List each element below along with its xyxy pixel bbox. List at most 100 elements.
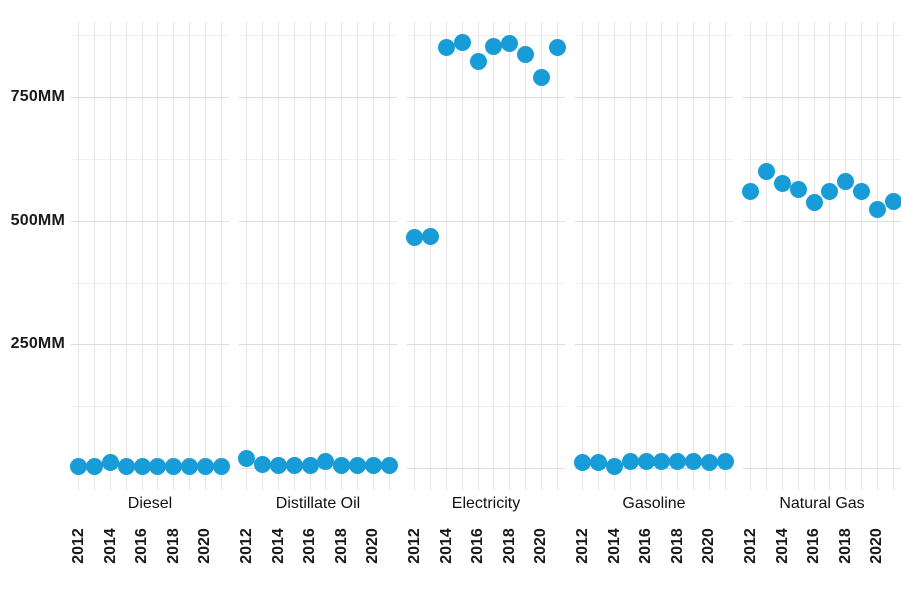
gridline-horizontal-minor	[575, 406, 733, 408]
gridline-vertical	[325, 22, 327, 490]
x-axis-tick-label: 2018	[164, 528, 182, 564]
data-point	[301, 456, 319, 474]
gridline-vertical	[724, 22, 726, 490]
data-point	[700, 453, 718, 471]
gridline-horizontal-minor	[239, 35, 397, 37]
gridline-vertical	[278, 22, 279, 490]
gridline-vertical	[189, 22, 190, 490]
data-point	[453, 33, 471, 51]
facet-label: Distillate Oil	[275, 495, 361, 512]
facet-panels: Diesel 2012 2014 2016 2018 2020 Distillate Oil…	[69, 0, 901, 593]
gridline-vertical	[78, 22, 80, 490]
facet-panel: Gasoline 2012 2014 2016 2018 2020	[574, 0, 734, 593]
facet-label: Gasoline	[622, 495, 686, 512]
data-point	[548, 39, 566, 57]
gridline-horizontal-minor	[71, 35, 229, 37]
gridline-horizontal-minor	[743, 406, 901, 408]
gridline-horizontal-minor	[743, 282, 901, 284]
gridline-horizontal-major	[71, 97, 229, 98]
x-axis-tick-label: 2016	[805, 528, 823, 564]
gridline-horizontal-minor	[575, 282, 733, 284]
gridline-vertical	[157, 22, 159, 490]
data-point	[380, 457, 398, 475]
gridline-vertical	[372, 22, 374, 490]
data-point	[469, 52, 487, 70]
gridline-horizontal-major	[407, 468, 565, 469]
gridline-vertical	[414, 22, 416, 490]
x-axis-tick-label: 2012	[237, 528, 255, 564]
data-point	[364, 457, 382, 475]
gridline-horizontal-major	[575, 344, 733, 346]
gridline-vertical	[204, 22, 206, 490]
facet-label: Electricity	[451, 495, 521, 512]
data-point	[774, 175, 791, 193]
gridline-vertical	[677, 22, 679, 490]
x-axis-tick-label: 2020	[700, 528, 718, 564]
x-axis-tick-label: 2020	[364, 528, 382, 564]
x-axis-tick-label: 2012	[405, 528, 423, 564]
data-point	[133, 457, 151, 475]
gridline-horizontal-major	[575, 97, 733, 98]
gridline-vertical	[446, 22, 447, 490]
gridline-vertical	[708, 22, 710, 490]
data-point	[821, 183, 839, 201]
data-point	[238, 449, 256, 467]
x-axis-tick-label: 2018	[332, 528, 350, 564]
gridline-vertical	[509, 22, 511, 490]
data-point	[574, 453, 592, 471]
gridline-horizontal-major	[575, 468, 733, 469]
gridline-horizontal-minor	[239, 406, 397, 408]
y-axis-tick-label: 500MM	[10, 211, 65, 229]
data-point	[868, 201, 886, 219]
x-axis-tick-label: 2016	[301, 528, 319, 564]
gridline-horizontal-major	[743, 344, 901, 346]
data-point	[789, 181, 807, 199]
x-axis-tick-label: 2018	[668, 528, 686, 564]
gridline-horizontal-major	[407, 220, 565, 222]
x-axis-tick-label: 2016	[469, 528, 487, 564]
data-point	[196, 457, 214, 475]
gridline-vertical	[766, 22, 768, 490]
gridline-vertical	[556, 22, 558, 490]
x-axis-tick-label: 2016	[133, 528, 151, 564]
gridline-vertical	[110, 22, 111, 490]
x-axis-tick-label: 2014	[605, 528, 623, 564]
facet-panel: Distillate Oil 2012 2014 2016 2018 2020	[237, 0, 398, 593]
data-point	[333, 456, 351, 474]
gridline-horizontal-minor	[575, 35, 733, 37]
data-point	[653, 453, 671, 471]
x-axis-tick-label: 2014	[269, 528, 287, 564]
x-axis-tick-label: 2020	[532, 528, 550, 564]
data-point	[270, 456, 287, 474]
y-axis-tick-label: 750MM	[10, 88, 65, 105]
x-axis-tick-label: 2012	[69, 528, 87, 564]
gridline-vertical	[141, 22, 143, 490]
data-point	[853, 183, 870, 201]
data-point	[406, 228, 424, 246]
gridline-horizontal-major	[239, 97, 397, 98]
gridline-horizontal-major	[71, 344, 229, 346]
gridline-vertical	[540, 22, 542, 490]
gridline-horizontal-major	[407, 97, 565, 98]
gridline-horizontal-major	[743, 220, 901, 222]
gridline-horizontal-major	[743, 97, 901, 98]
data-point	[149, 457, 167, 475]
gridline-horizontal-minor	[743, 35, 901, 37]
gridline-vertical	[693, 22, 694, 490]
data-point	[685, 453, 702, 471]
gridline-vertical	[813, 22, 815, 490]
data-point	[165, 457, 183, 475]
x-axis-tick-label: 2020	[196, 528, 214, 564]
data-point	[669, 453, 687, 471]
gridline-horizontal-minor	[407, 158, 565, 160]
gridline-horizontal-minor	[239, 282, 397, 284]
gridline-horizontal-minor	[407, 35, 565, 37]
data-point	[621, 453, 639, 471]
data-point	[837, 173, 855, 191]
data-point	[485, 37, 503, 55]
facet-label: Natural Gas	[779, 495, 865, 512]
gridline-horizontal-major	[407, 344, 565, 346]
data-point	[422, 228, 440, 246]
gridline-vertical	[125, 22, 127, 490]
gridline-horizontal-minor	[407, 406, 565, 408]
